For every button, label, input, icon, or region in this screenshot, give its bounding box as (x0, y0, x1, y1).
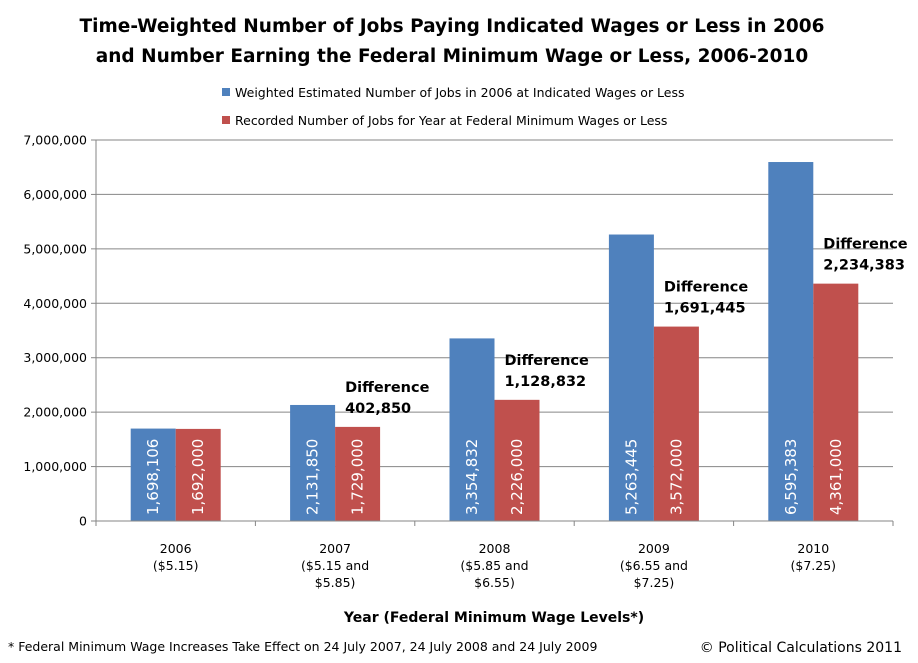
y-tick-label: 0 (79, 514, 87, 529)
bar-series-2-2007 (335, 426, 381, 521)
x-category-label: ($5.15) (153, 558, 199, 573)
bar-series-2-2006 (175, 428, 221, 521)
bar-value-label: 5,263,445 (622, 439, 640, 515)
y-tick-label: 3,000,000 (23, 350, 87, 365)
x-category-label: $6.55) (474, 575, 515, 590)
bar-series-2-2009 (653, 326, 699, 521)
y-tick-label: 5,000,000 (23, 241, 87, 256)
legend-swatch-series-2 (222, 116, 230, 124)
bar-value-label: 2,226,000 (508, 439, 526, 515)
copyright: © Political Calculations 2011 (700, 640, 902, 656)
bar-series-1-2007 (290, 404, 336, 521)
bar-series-2-2008 (494, 399, 540, 521)
y-axis-ticks: 0 1,000,000 2,000,000 3,000,000 4,000,000 5,0… (23, 133, 96, 529)
x-category-label: 2010 (797, 541, 829, 556)
bar-series-2-2010 (813, 283, 859, 521)
footnote: * Federal Minimum Wage Increases Take Ef… (8, 639, 597, 654)
bar-series-1-2006 (130, 428, 176, 521)
bar-value-label: 4,361,000 (827, 439, 845, 515)
legend: Weighted Estimated Number of Jobs in 200… (222, 85, 685, 128)
difference-label: Difference (664, 280, 748, 296)
legend-label-series-1: Weighted Estimated Number of Jobs in 200… (235, 85, 685, 100)
chart-subtitle: and Number Earning the Federal Minimum W… (96, 46, 809, 67)
difference-annotations: Difference 402,850 Difference 1,128,832 Diff… (345, 237, 908, 417)
x-category-label: ($5.15 and (301, 558, 369, 573)
legend-swatch-series-1 (222, 88, 230, 96)
bars: 1,698,106 1,692,000 2,131,850 1,729,000 3,35… (130, 162, 859, 522)
bar-value-label: 1,698,106 (144, 439, 162, 515)
difference-value: 1,128,832 (505, 374, 587, 390)
bar-value-label: 1,729,000 (349, 439, 367, 515)
axes (95, 140, 894, 526)
bar-series-1-2008 (449, 338, 495, 521)
x-category-label: ($5.85 and (460, 558, 528, 573)
bar-value-label: 1,692,000 (189, 439, 207, 515)
difference-value: 1,691,445 (664, 301, 746, 317)
x-category-label: ($6.55 and (620, 558, 688, 573)
difference-value: 2,234,383 (823, 258, 905, 274)
legend-label-series-2: Recorded Number of Jobs for Year at Fede… (235, 113, 667, 128)
y-tick-label: 1,000,000 (23, 459, 87, 474)
x-category-label: ($7.25) (791, 558, 837, 573)
y-tick-label: 2,000,000 (23, 405, 87, 420)
difference-value: 402,850 (345, 401, 411, 417)
y-tick-label: 7,000,000 (23, 133, 87, 148)
x-axis-title: Year (Federal Minimum Wage Levels*) (343, 610, 644, 626)
difference-label: Difference (505, 353, 589, 369)
chart-title: Time-Weighted Number of Jobs Paying Indi… (80, 16, 825, 37)
bar-value-label: 3,354,832 (463, 439, 481, 515)
x-category-label: 2009 (638, 541, 670, 556)
y-tick-label: 4,000,000 (23, 296, 87, 311)
bar-series-1-2009 (608, 234, 654, 522)
x-category-label: 2006 (160, 541, 192, 556)
bar-value-label: 2,131,850 (304, 439, 322, 515)
bar-value-label: 6,595,383 (782, 439, 800, 515)
x-category-label: 2007 (319, 541, 351, 556)
difference-label: Difference (345, 380, 429, 396)
x-category-label: $7.25) (634, 575, 675, 590)
x-category-label: 2008 (479, 541, 511, 556)
difference-label: Difference (823, 237, 907, 253)
bar-series-1-2010 (768, 162, 814, 522)
y-tick-label: 6,000,000 (23, 187, 87, 202)
bar-value-label: 3,572,000 (667, 439, 685, 515)
x-axis-categories: 2006 ($5.15) 2007 ($5.15 and $5.85) 2008 ($5.8… (153, 541, 836, 590)
x-category-label: $5.85) (315, 575, 356, 590)
